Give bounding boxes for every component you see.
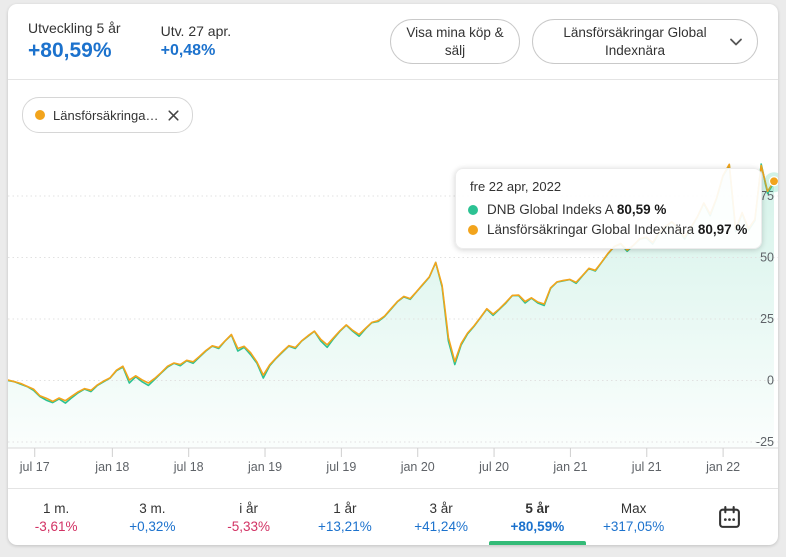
x-axis-label: jul 19 bbox=[325, 460, 356, 474]
x-axis-label: jan 22 bbox=[705, 460, 740, 474]
development-5y-label: Utveckling 5 år bbox=[28, 20, 121, 36]
development-today-label: Utv. 27 apr. bbox=[160, 23, 232, 39]
period-tab-1m[interactable]: 1 m. -3,61% bbox=[8, 489, 104, 545]
period-tab-label: 5 år bbox=[525, 500, 550, 516]
fund-chip-label: Länsförsäkringa… bbox=[53, 107, 159, 123]
fund-chart-card: Utveckling 5 år +80,59% Utv. 27 apr. +0,… bbox=[8, 4, 778, 545]
period-selector: 1 m. -3,61% 3 m. +0,32% i år -5,33% 1 år +13,21… bbox=[8, 488, 778, 545]
x-axis-label: jan 21 bbox=[552, 460, 587, 474]
show-trades-button[interactable]: Visa mina köp & sälj bbox=[390, 18, 520, 65]
period-tab-value: +80,59% bbox=[510, 518, 565, 534]
tooltip-series-value: 80,97 % bbox=[697, 222, 748, 237]
period-tab-value: +13,21% bbox=[318, 518, 372, 534]
period-tab-label: 3 m. bbox=[139, 500, 166, 516]
development-5y-stat: Utveckling 5 år +80,59% bbox=[28, 20, 121, 63]
period-tab-value: +317,05% bbox=[603, 518, 665, 534]
compared-fund-chip[interactable]: Länsförsäkringa… bbox=[22, 97, 193, 133]
period-tab-max[interactable]: Max +317,05% bbox=[586, 489, 682, 545]
development-today-value: +0,48% bbox=[160, 42, 216, 59]
x-axis-label: jan 18 bbox=[94, 460, 129, 474]
tooltip-series-row: Länsförsäkringar Global Indexnära 80,97 … bbox=[468, 222, 747, 237]
period-tab-value: +0,32% bbox=[129, 518, 176, 534]
compare-fund-dropdown[interactable]: Länsförsäkringar Global Indexnära bbox=[532, 18, 758, 65]
period-tab-value: +41,24% bbox=[414, 518, 468, 534]
selected-period-underline bbox=[489, 541, 586, 545]
x-axis-label: jul 17 bbox=[19, 460, 50, 474]
x-axis-label: jan 20 bbox=[400, 460, 435, 474]
close-icon[interactable] bbox=[167, 109, 180, 122]
period-tab-3år[interactable]: 3 år +41,24% bbox=[393, 489, 489, 545]
series-color-dot bbox=[468, 204, 478, 215]
header-actions: Visa mina köp & sälj Länsförsäkringar Gl… bbox=[390, 18, 758, 65]
series-color-dot bbox=[468, 224, 478, 235]
chevron-down-icon bbox=[730, 38, 742, 45]
tooltip-series-value: 80,59 % bbox=[616, 202, 667, 217]
period-tab-label: 1 m. bbox=[42, 500, 70, 516]
tooltip-series-name: Länsförsäkringar Global Indexnära 80,97 … bbox=[487, 222, 748, 237]
period-tab-label: 1 år bbox=[333, 500, 357, 516]
y-axis-label: 0 bbox=[767, 374, 774, 388]
period-tab-value: -5,33% bbox=[227, 518, 271, 534]
chart-header: Utveckling 5 år +80,59% Utv. 27 apr. +0,… bbox=[8, 4, 778, 80]
price-chart-svg: 75 50 25 0 -25 jul 17 jan 18 jul 18 jan 19 jul 19… bbox=[8, 163, 778, 474]
y-axis-label: 25 bbox=[760, 312, 774, 326]
period-tab-1år[interactable]: 1 år +13,21% bbox=[297, 489, 393, 545]
period-tab-5år[interactable]: 5 år +80,59% bbox=[489, 489, 586, 545]
x-axis-label: jul 21 bbox=[631, 460, 662, 474]
development-5y-value: +80,59% bbox=[28, 39, 112, 62]
period-tab-label: Max bbox=[620, 500, 647, 516]
show-trades-label: Visa mina köp & sälj bbox=[406, 24, 504, 58]
x-axis-label: jul 18 bbox=[173, 460, 204, 474]
tooltip-rows: DNB Global Indeks A 80,59 % Länsförsäkrin… bbox=[468, 202, 747, 237]
x-axis-label: jan 19 bbox=[247, 460, 282, 474]
period-tab-label: i år bbox=[239, 500, 258, 516]
tooltip-series-name: DNB Global Indeks A 80,59 % bbox=[487, 202, 667, 217]
period-tab-3m[interactable]: 3 m. +0,32% bbox=[104, 489, 200, 545]
chart-area[interactable]: 75 50 25 0 -25 jul 17 jan 18 jul 18 jan 19 jul 19… bbox=[8, 80, 778, 488]
custom-date-range-button[interactable] bbox=[682, 489, 778, 545]
tooltip-series-row: DNB Global Indeks A 80,59 % bbox=[468, 202, 747, 217]
development-today-stat: Utv. 27 apr. +0,48% bbox=[161, 23, 232, 60]
series-area-fill bbox=[8, 164, 774, 448]
x-axis-label: jul 20 bbox=[478, 460, 509, 474]
chart-tooltip: fre 22 apr, 2022 DNB Global Indeks A 80,… bbox=[455, 168, 763, 249]
y-axis-label: -25 bbox=[756, 435, 774, 449]
y-axis-label: 75 bbox=[760, 189, 774, 203]
period-tab-value: -3,61% bbox=[34, 518, 78, 534]
period-tab-label: 3 år bbox=[429, 500, 453, 516]
compare-fund-label: Länsförsäkringar Global Indexnära bbox=[563, 24, 707, 58]
hover-marker-dot bbox=[768, 176, 778, 187]
tooltip-date: fre 22 apr, 2022 bbox=[470, 179, 562, 194]
fund-color-dot bbox=[35, 110, 45, 120]
period-tab-iår[interactable]: i år -5,33% bbox=[201, 489, 297, 545]
y-axis-label: 50 bbox=[760, 251, 774, 265]
calendar-icon bbox=[719, 505, 741, 528]
